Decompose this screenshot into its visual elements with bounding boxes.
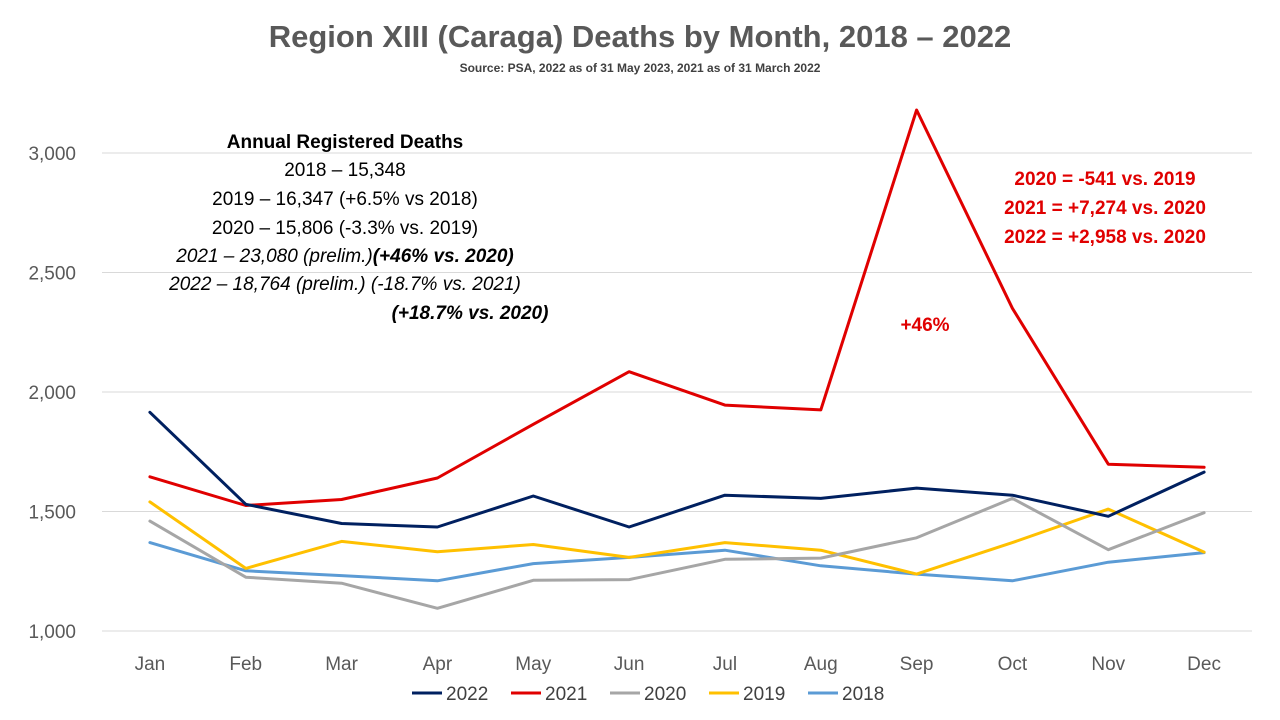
y-tick-label: 1,500 — [28, 503, 76, 524]
annual-line-2021: 2021 – 23,080 (prelim.)(+46% vs. 2020) — [175, 246, 513, 267]
peak-label: +46% — [900, 315, 949, 336]
y-tick-label: 1,000 — [28, 622, 76, 643]
x-tick-label: Oct — [998, 654, 1028, 675]
x-tick-label: Apr — [423, 654, 453, 675]
x-tick-label: Mar — [325, 654, 358, 675]
gridlines — [102, 152, 1252, 632]
y-tick-label: 2,500 — [28, 264, 76, 285]
annual-heading: Annual Registered Deaths — [227, 132, 464, 153]
x-tick-label: Feb — [229, 654, 262, 675]
annual-line-2020: 2020 – 15,806 (-3.3% vs. 2019) — [212, 218, 478, 239]
diff-line-2021: 2021 = +7,274 vs. 2020 — [1004, 198, 1206, 219]
series-lines — [148, 108, 1206, 610]
annual-deaths-annotation: Annual Registered Deaths 2018 – 15,348 2… — [168, 132, 548, 324]
x-tick-label: Dec — [1187, 654, 1221, 675]
annual-line-2022-vs-2020: (+18.7% vs. 2020) — [392, 303, 549, 324]
diff-line-2020: 2020 = -541 vs. 2019 — [1014, 169, 1195, 190]
x-tick-label: Jul — [713, 654, 737, 675]
x-tick-label: May — [515, 654, 551, 675]
chart-title: Region XIII (Caraga) Deaths by Month, 20… — [269, 19, 1012, 54]
x-tick-label: Jan — [135, 654, 166, 675]
legend-label-2018: 2018 — [842, 684, 884, 705]
legend-label-2022: 2022 — [446, 684, 488, 705]
legend-label-2021: 2021 — [545, 684, 587, 705]
legend-label-2019: 2019 — [743, 684, 785, 705]
y-axis-ticks: 1,000 1,500 2,000 2,500 3,000 — [28, 144, 76, 643]
x-tick-label: Nov — [1091, 654, 1125, 675]
series-line-2019 — [148, 500, 1206, 576]
x-tick-label: Aug — [804, 654, 838, 675]
annual-line-2018: 2018 – 15,348 — [284, 160, 406, 181]
series-line-2020 — [148, 496, 1206, 610]
annual-line-2021-emphasis: (+46% vs. 2020) — [373, 246, 514, 267]
x-tick-label: Jun — [614, 654, 645, 675]
difference-annotation: 2020 = -541 vs. 2019 2021 = +7,274 vs. 2… — [1004, 169, 1206, 248]
legend-label-2020: 2020 — [644, 684, 686, 705]
annual-line-2022: 2022 – 18,764 (prelim.) (-18.7% vs. 2021… — [168, 274, 521, 295]
x-tick-label: Sep — [900, 654, 934, 675]
diff-line-2022: 2022 = +2,958 vs. 2020 — [1004, 227, 1206, 248]
legend: 2022 2021 2020 2019 2018 — [412, 684, 884, 705]
y-tick-label: 3,000 — [28, 144, 76, 165]
annual-line-2019: 2019 – 16,347 (+6.5% vs 2018) — [212, 189, 478, 210]
annual-line-2021-text: 2021 – 23,080 (prelim.) — [175, 246, 372, 267]
series-line-2022 — [148, 410, 1206, 529]
series-line-2018 — [148, 541, 1206, 583]
chart-subtitle: Source: PSA, 2022 as of 31 May 2023, 202… — [460, 61, 821, 75]
x-axis-ticks: Jan Feb Mar Apr May Jun Jul Aug Sep Oct Nov Dec — [135, 654, 1221, 675]
series-line-2021 — [148, 108, 1206, 507]
y-tick-label: 2,000 — [28, 383, 76, 404]
